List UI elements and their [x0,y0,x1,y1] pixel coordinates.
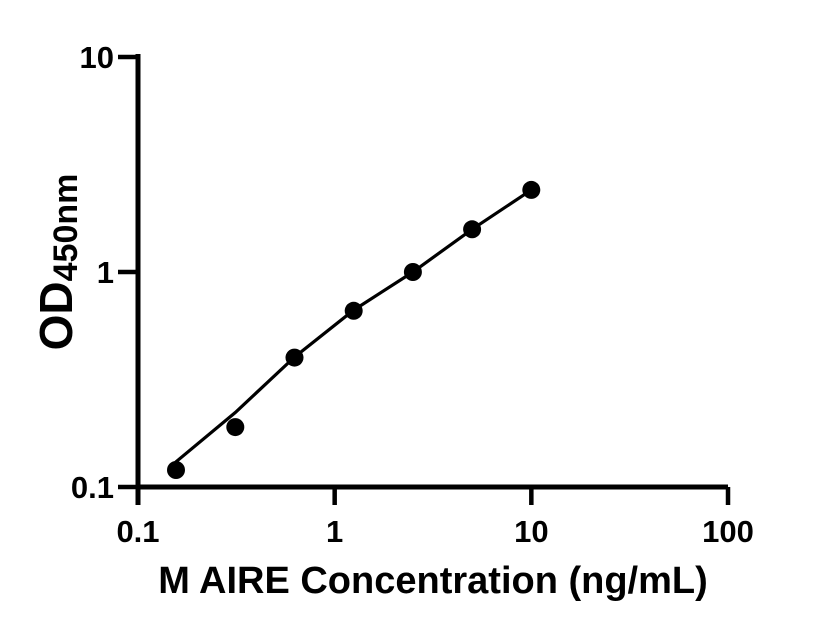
data-point [167,461,185,479]
x-tick-label: 10 [514,514,548,549]
x-tick-label: 1 [326,514,343,549]
y-axis-title: OD450nm [29,173,85,351]
data-point [522,180,541,199]
data-point [463,220,482,239]
data-point [285,348,304,367]
y-tick-label: 10 [80,40,114,75]
data-point [344,301,363,320]
y-axis-title-main: OD [30,281,82,351]
x-tick-label: 100 [702,514,754,549]
x-tick-label: 0.1 [116,514,159,549]
y-axis-title-sub: 450nm [47,173,85,282]
x-axis-title: M AIRE Concentration (ng/mL) [158,560,708,602]
y-tick-label: 1 [97,255,114,290]
data-point [226,418,245,437]
y-tick-label: 0.1 [71,470,114,505]
data-point [403,263,422,281]
